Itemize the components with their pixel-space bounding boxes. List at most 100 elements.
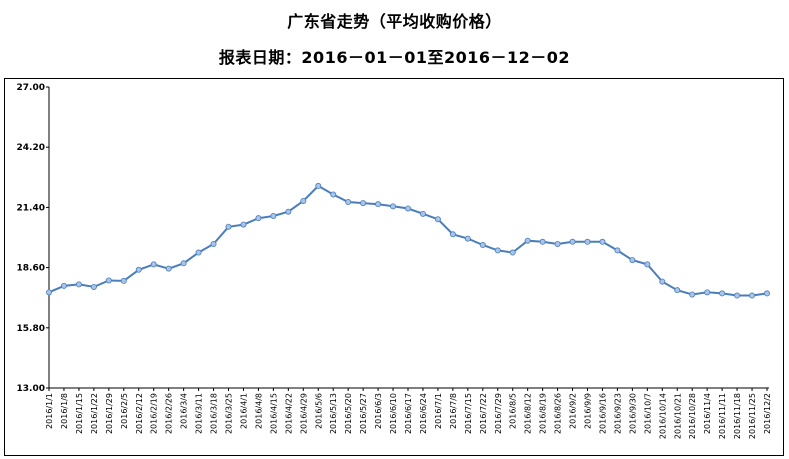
data-point	[629, 257, 636, 264]
x-tick-label: 2016/9/9	[584, 393, 593, 429]
x-tick-label: 2016/10/28	[688, 393, 697, 439]
x-tick-label: 2016/7/15	[464, 393, 473, 434]
y-tick-label: 15.80	[17, 324, 45, 334]
x-tick-label: 2016/2/5	[120, 393, 129, 429]
x-tick-label: 2016/10/7	[643, 393, 652, 434]
x-tick-label: 2016/5/20	[344, 393, 353, 434]
x-tick-label: 2016/6/17	[404, 393, 413, 434]
data-point	[704, 289, 711, 296]
x-tick-label: 2016/8/19	[539, 393, 548, 434]
data-point	[554, 240, 561, 247]
data-point	[434, 216, 441, 223]
x-tick-label: 2016/2/12	[135, 393, 144, 434]
data-point	[345, 199, 352, 206]
data-point	[46, 289, 53, 296]
x-tick-label: 2016/2/26	[165, 393, 174, 434]
x-tick-label: 2016/8/12	[524, 393, 533, 434]
data-point	[60, 282, 67, 289]
x-tick-label: 2016/6/10	[389, 393, 398, 434]
x-tick-label: 2016/9/23	[613, 393, 622, 434]
data-point	[300, 197, 307, 204]
x-tick-label: 2016/1/29	[105, 393, 114, 434]
y-tick-label: 18.60	[17, 264, 45, 274]
x-tick-label: 2016/7/22	[479, 393, 488, 434]
data-point	[390, 203, 397, 210]
data-point	[225, 223, 232, 230]
data-point	[180, 260, 187, 267]
data-point	[360, 200, 367, 207]
x-tick-label: 2016/3/11	[195, 393, 204, 434]
x-tick-label: 2016/10/14	[658, 393, 667, 439]
x-tick-label: 2016/6/24	[419, 393, 428, 434]
x-tick-label: 2016/2/19	[150, 393, 159, 434]
x-tick-label: 2016/1/22	[90, 393, 99, 434]
y-tick-label: 21.40	[17, 203, 45, 213]
x-tick-label: 2016/3/25	[225, 393, 234, 434]
data-point	[270, 212, 277, 219]
x-tick-label: 2016/7/1	[434, 393, 443, 429]
x-tick-label: 2016/9/2	[569, 393, 578, 429]
data-point	[255, 215, 262, 222]
x-tick-label: 2016/1/1	[45, 393, 54, 429]
data-point	[734, 292, 741, 299]
x-tick-label: 2016/11/11	[718, 393, 727, 439]
data-point	[539, 238, 546, 245]
x-tick-label: 2016/11/25	[748, 393, 757, 439]
data-point	[569, 238, 576, 245]
data-point	[764, 290, 771, 297]
data-point	[449, 231, 456, 238]
x-tick-label: 2016/4/15	[269, 393, 278, 434]
data-point	[509, 249, 516, 256]
data-point	[90, 283, 97, 290]
data-point	[404, 205, 411, 212]
data-point	[165, 265, 172, 272]
y-tick-label: 24.20	[17, 143, 45, 153]
x-tick-label: 2016/3/4	[180, 393, 189, 429]
x-tick-label: 2016/4/29	[299, 393, 308, 434]
data-point	[330, 191, 337, 198]
x-tick-label: 2016/4/1	[239, 393, 248, 429]
x-tick-label: 2016/11/4	[703, 393, 712, 434]
data-point	[419, 210, 426, 217]
x-tick-label: 2016/11/18	[733, 393, 742, 439]
data-point	[150, 261, 157, 268]
data-point	[195, 249, 202, 256]
x-tick-label: 2016/3/18	[210, 393, 219, 434]
plot-frame	[4, 78, 784, 456]
data-point	[659, 278, 666, 285]
y-tick-label: 13.00	[17, 384, 45, 394]
data-point	[719, 290, 726, 297]
data-point	[240, 221, 247, 228]
data-point	[464, 235, 471, 242]
x-tick-label: 2016/12/2	[763, 393, 772, 434]
x-tick-label: 2016/1/8	[60, 393, 69, 429]
data-point	[315, 182, 322, 189]
y-tick-label: 27.00	[17, 83, 45, 93]
data-point	[120, 277, 127, 284]
x-tick-label: 2016/9/30	[628, 393, 637, 434]
chart-subtitle: 报表日期：2016－01－01至2016－12－02	[218, 48, 571, 67]
series-layer	[46, 182, 771, 299]
x-tick-label: 2016/1/15	[75, 393, 84, 434]
data-point	[479, 242, 486, 249]
x-axis-ticks: 2016/1/1 2016/1/8 2016/1/15 2016/1/22 2016/1…	[45, 388, 772, 439]
data-point	[105, 277, 112, 284]
chart-axes	[48, 87, 769, 389]
data-point	[375, 201, 382, 208]
y-axis-ticks: 13.00 15.80 18.60 21.40 24.20 27.00	[17, 83, 49, 394]
data-point	[135, 266, 142, 273]
x-tick-label: 2016/4/8	[254, 393, 263, 429]
data-point	[285, 208, 292, 215]
data-point	[524, 237, 531, 244]
x-tick-label: 2016/5/27	[359, 393, 368, 434]
data-point	[599, 238, 606, 245]
x-tick-label: 2016/5/13	[329, 393, 338, 434]
x-tick-label: 2016/9/16	[598, 393, 607, 434]
data-point	[584, 238, 591, 245]
data-point	[689, 291, 696, 298]
data-point	[494, 247, 501, 254]
data-point	[749, 292, 756, 299]
x-tick-label: 2016/4/22	[284, 393, 293, 434]
data-point	[75, 281, 82, 288]
